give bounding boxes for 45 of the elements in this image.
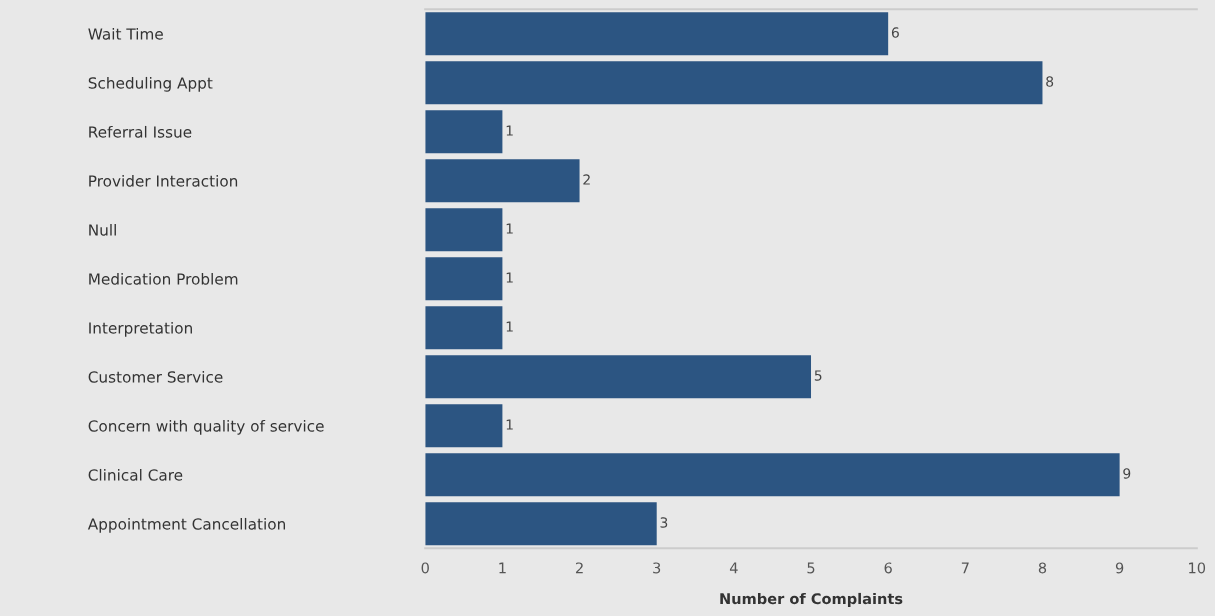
x-axis-title: Number of Complaints <box>720 592 903 608</box>
bar <box>425 453 1120 497</box>
bar <box>425 12 889 56</box>
data-label: 8 <box>1046 76 1054 87</box>
x-tick-label: 8 <box>1038 562 1047 574</box>
x-tick-label: 3 <box>653 562 661 574</box>
data-label: 1 <box>506 321 513 332</box>
y-tick-label: Interpretation <box>89 321 192 337</box>
bar <box>425 208 503 252</box>
x-tick-label: 7 <box>961 562 969 574</box>
data-label: 1 <box>506 272 513 283</box>
x-tick-label: 4 <box>729 562 738 574</box>
bar <box>425 404 503 448</box>
y-tick-label: Medication Problem <box>89 272 238 285</box>
bar <box>425 355 812 399</box>
data-label: 1 <box>506 419 513 430</box>
data-label: 5 <box>814 370 822 381</box>
x-tick-label: 6 <box>884 562 892 574</box>
data-label: 3 <box>660 517 668 528</box>
bar <box>425 257 503 301</box>
y-tick-label: Customer Service <box>88 370 223 383</box>
y-tick-label: Wait Time <box>88 27 163 40</box>
bar <box>425 159 580 203</box>
y-tick-label: Provider Interaction <box>89 174 238 187</box>
y-tick-label: Scheduling Appt <box>88 76 213 92</box>
x-tick-label: 2 <box>575 562 583 574</box>
data-label: 1 <box>506 125 513 136</box>
x-tick-label: 5 <box>807 562 815 574</box>
bar <box>425 502 657 546</box>
bar <box>425 306 503 350</box>
x-tick-label: 1 <box>499 562 506 574</box>
y-tick-label: Referral Issue <box>89 125 192 138</box>
bar <box>425 110 503 154</box>
y-tick-label: Appointment Cancellation <box>87 517 285 533</box>
x-tick-label: 9 <box>1115 562 1124 574</box>
bar <box>425 61 1043 105</box>
data-label: 6 <box>891 27 899 38</box>
data-label: 9 <box>1123 468 1131 479</box>
x-tick-label: 0 <box>421 562 429 574</box>
y-tick-label: Concern with quality of service <box>88 419 324 435</box>
y-tick-label: Clinical Care <box>88 468 183 481</box>
y-tick-label: Null <box>89 223 116 236</box>
data-label: 1 <box>506 223 513 234</box>
data-label: 2 <box>583 174 590 185</box>
x-tick-label: 10 <box>1189 562 1206 574</box>
